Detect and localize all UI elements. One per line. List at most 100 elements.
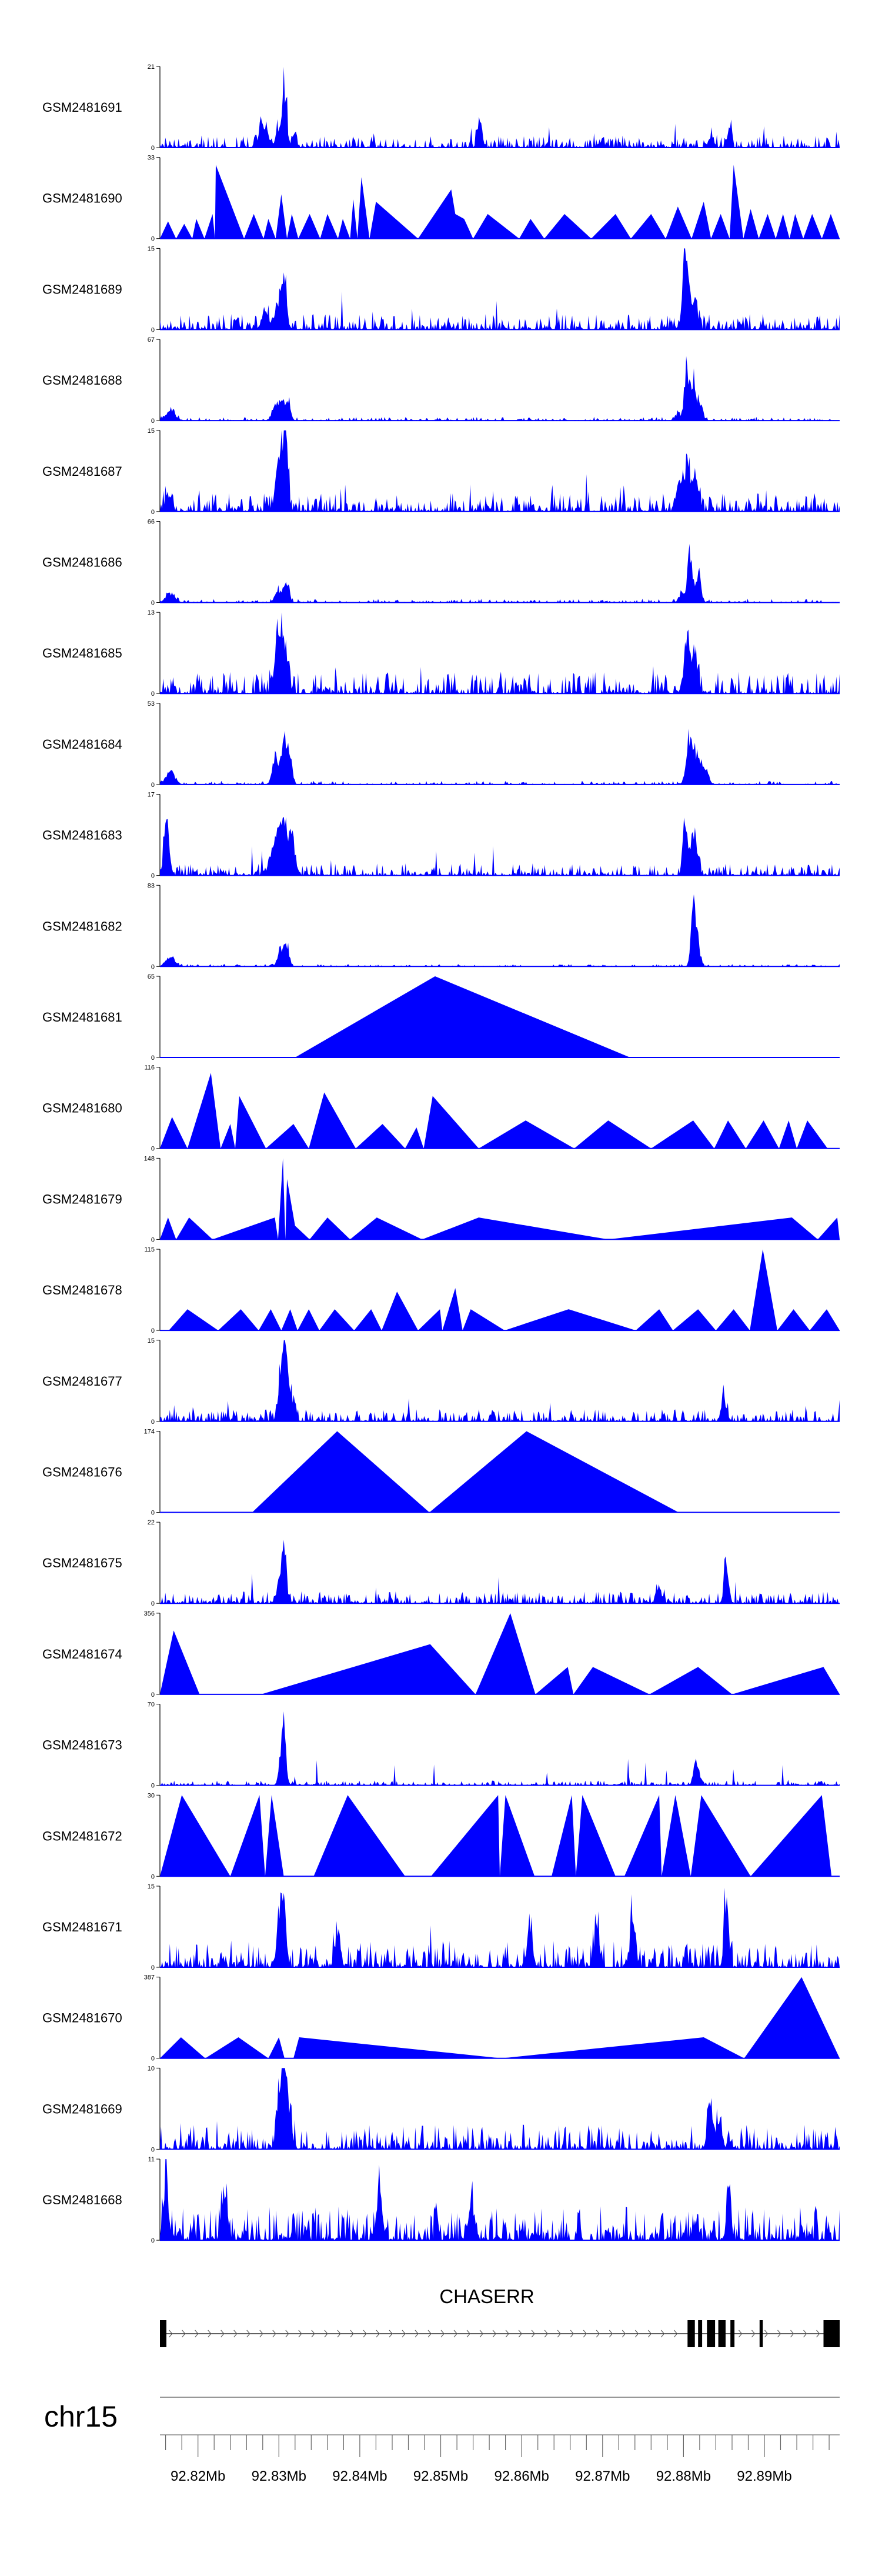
y-axis-max-label: 15 — [148, 1337, 155, 1344]
strand-arrow-icon — [492, 2330, 496, 2338]
y-axis-zero-label: 0 — [151, 509, 155, 516]
gene-exon — [698, 2320, 703, 2347]
strand-arrow-icon — [440, 2330, 445, 2338]
track-GSM2481680: GSM2481680 116 0 — [42, 1065, 840, 1153]
y-axis-zero-label: 0 — [151, 690, 155, 698]
y-axis-max-label: 13 — [148, 609, 155, 616]
track-label: GSM2481680 — [42, 1101, 122, 1116]
gene-exon — [718, 2320, 726, 2347]
strand-arrow-icon — [518, 2330, 522, 2338]
strand-arrow-icon — [220, 2330, 225, 2338]
coverage-area — [160, 2068, 840, 2150]
track-GSM2481673: GSM2481673 70 0 — [42, 1701, 840, 1790]
track-label: GSM2481671 — [42, 1920, 122, 1934]
track-GSM2481671: GSM2481671 15 0 — [42, 1883, 840, 1971]
coverage-area — [160, 543, 840, 603]
y-axis-max-label: 387 — [144, 1974, 155, 1981]
y-axis-zero-label: 0 — [151, 418, 155, 425]
coverage-area — [169, 1249, 840, 1331]
strand-arrow-icon — [466, 2330, 470, 2338]
y-axis-max-label: 15 — [148, 245, 155, 252]
gene-exon — [687, 2320, 695, 2347]
y-axis-zero-label: 0 — [151, 1783, 155, 1790]
track-GSM2481679: GSM2481679 148 0 — [42, 1155, 840, 1243]
y-axis-zero-label: 0 — [151, 1600, 155, 1607]
coverage-area — [160, 1887, 840, 1967]
track-GSM2481672: GSM2481672 30 0 — [42, 1792, 840, 1880]
strand-arrow-icon — [350, 2330, 354, 2338]
y-axis-zero-label: 0 — [151, 1327, 155, 1334]
gene-exon — [730, 2320, 735, 2347]
track-GSM2481689: GSM2481689 15 0 — [42, 245, 840, 333]
coverage-area — [160, 817, 840, 876]
y-axis-max-label: 17 — [148, 792, 155, 799]
y-axis-max-label: 33 — [148, 155, 155, 162]
y-axis-max-label: 15 — [148, 428, 155, 435]
track-label: GSM2481670 — [42, 2011, 122, 2026]
gene-exon — [160, 2320, 166, 2347]
strand-arrow-icon — [557, 2330, 561, 2338]
y-axis-zero-label: 0 — [151, 326, 155, 333]
y-axis-zero-label: 0 — [151, 2056, 155, 2063]
track-label: GSM2481684 — [42, 737, 122, 752]
y-axis-zero-label: 0 — [151, 1510, 155, 1517]
coverage-area — [160, 894, 840, 967]
axis-tick-label: 92.83Mb — [252, 2468, 306, 2484]
strand-arrow-icon — [751, 2330, 756, 2338]
strand-arrow-icon — [246, 2330, 250, 2338]
strand-arrow-icon — [570, 2330, 574, 2338]
track-label: GSM2481678 — [42, 1283, 122, 1297]
coverage-area — [160, 248, 840, 330]
track-label: GSM2481689 — [42, 282, 122, 296]
track-GSM2481690: GSM2481690 33 0 — [42, 155, 840, 243]
track-label: GSM2481677 — [42, 1374, 122, 1389]
coverage-area — [160, 1540, 840, 1604]
y-axis-zero-label: 0 — [151, 2237, 155, 2244]
track-label: GSM2481674 — [42, 1647, 122, 1661]
strand-arrow-icon — [583, 2330, 587, 2338]
y-axis-zero-label: 0 — [151, 1236, 155, 1243]
y-axis-max-label: 116 — [144, 1065, 155, 1072]
axis-tick-label: 92.86Mb — [494, 2468, 549, 2484]
strand-arrow-icon — [453, 2330, 457, 2338]
strand-arrow-icon — [233, 2330, 238, 2338]
strand-arrow-icon — [622, 2330, 626, 2338]
strand-arrow-icon — [777, 2330, 781, 2338]
track-label: GSM2481683 — [42, 828, 122, 843]
track-GSM2481676: GSM2481676 174 0 — [42, 1429, 840, 1517]
y-axis-max-label: 174 — [144, 1429, 155, 1436]
strand-arrow-icon — [208, 2330, 212, 2338]
y-axis-max-label: 22 — [148, 1519, 155, 1526]
y-axis-max-label: 65 — [148, 973, 155, 980]
strand-arrow-icon — [647, 2330, 652, 2338]
y-axis-max-label: 356 — [144, 1610, 155, 1617]
track-GSM2481687: GSM2481687 15 0 — [42, 428, 840, 516]
gene-annotation-track: CHASERR — [160, 2285, 840, 2347]
y-axis-zero-label: 0 — [151, 600, 155, 607]
y-axis-max-label: 15 — [148, 1883, 155, 1890]
track-label: GSM2481691 — [42, 100, 122, 115]
track-GSM2481677: GSM2481677 15 0 — [42, 1337, 840, 1426]
coverage-area — [160, 1795, 832, 1877]
track-GSM2481685: GSM2481685 13 0 — [42, 609, 840, 698]
y-axis-zero-label: 0 — [151, 873, 155, 880]
coverage-area — [160, 1073, 828, 1149]
coverage-area — [160, 430, 840, 512]
track-GSM2481675: GSM2481675 22 0 — [42, 1519, 840, 1607]
axis-tick-label: 92.88Mb — [656, 2468, 711, 2484]
gene-exon — [823, 2320, 840, 2347]
strand-arrow-icon — [324, 2330, 328, 2338]
y-axis-max-label: 53 — [148, 700, 155, 708]
coverage-area — [160, 729, 840, 785]
strand-arrow-icon — [427, 2330, 432, 2338]
track-GSM2481681: GSM2481681 65 0 — [42, 973, 840, 1062]
coverage-area — [160, 165, 840, 239]
y-axis-max-label: 115 — [144, 1246, 155, 1253]
y-axis-max-label: 148 — [144, 1155, 155, 1162]
strand-arrow-icon — [505, 2330, 509, 2338]
strand-arrow-icon — [285, 2330, 289, 2338]
y-axis-zero-label: 0 — [151, 1691, 155, 1699]
coverage-area — [160, 1158, 840, 1240]
y-axis-zero-label: 0 — [151, 1964, 155, 1971]
track-label: GSM2481690 — [42, 191, 122, 206]
